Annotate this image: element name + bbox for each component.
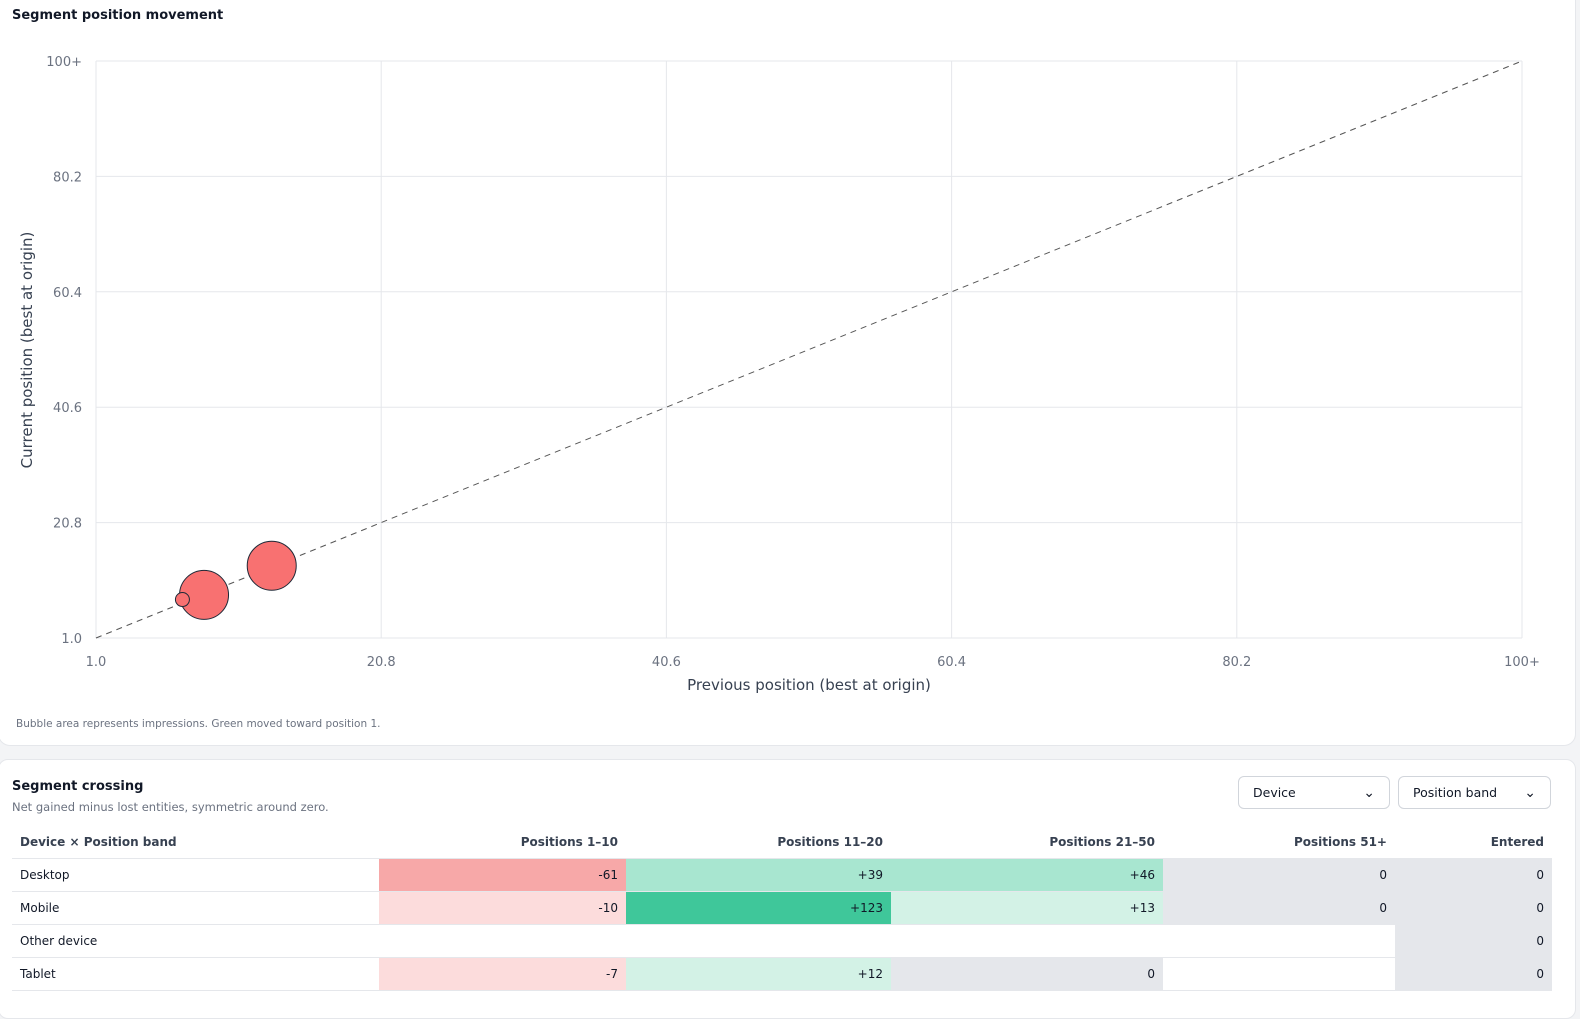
chevron-down-icon: ⌄: [1363, 784, 1375, 801]
table-card-title: Segment crossing: [12, 779, 144, 794]
table-row: Other device 0: [12, 924, 1552, 958]
table-cell: 0: [1395, 957, 1552, 991]
header-entered: Entered: [1395, 826, 1552, 859]
diagonal-reference-line: [95, 60, 1523, 639]
x-tick-labels: 1.0 20.8 40.6 60.4 80.2 100+: [86, 655, 1540, 670]
table-cell: +46: [891, 858, 1163, 892]
y-axis-label: Current position (best at origin): [18, 232, 36, 469]
x-tick-label: 40.6: [652, 655, 681, 670]
y-tick-labels: 1.0 20.8 40.6 60.4 80.2 100+: [46, 55, 82, 647]
table-row: Desktop -61 +39 +46 0 0: [12, 858, 1552, 892]
chart-card-title: Segment position movement: [12, 8, 224, 23]
table-cell: 0: [1395, 858, 1552, 892]
row-label: Desktop: [12, 858, 379, 892]
row-label: Mobile: [12, 891, 379, 925]
position-movement-card: Segment position movement 1.0 20.8 40.6 60.…: [0, 0, 1576, 746]
column-dimension-select[interactable]: Position band ⌄: [1398, 776, 1551, 809]
header-positions-11-20: Positions 11–20: [626, 826, 891, 859]
scatter-chart: 1.0 20.8 40.6 60.4 80.2 100+ 1.0 20.8 40.6 60.4 8…: [18, 55, 1540, 694]
x-axis-label: Previous position (best at origin): [687, 676, 931, 694]
table-header-row: Device × Position band Positions 1–10 Po…: [12, 826, 1552, 859]
table-cell: [1163, 924, 1395, 958]
x-tick-label: 80.2: [1222, 655, 1251, 670]
header-positions-21-50: Positions 21–50: [891, 826, 1163, 859]
header-device-band: Device × Position band: [12, 826, 379, 859]
segment-crossing-table: Device × Position band Positions 1–10 Po…: [12, 826, 1552, 991]
column-dimension-value: Position band: [1413, 785, 1498, 800]
row-dimension-value: Device: [1253, 785, 1296, 800]
y-tick-label: 60.4: [53, 286, 82, 301]
x-tick-label: 20.8: [367, 655, 396, 670]
x-tick-label: 60.4: [937, 655, 966, 670]
reference-line: [95, 60, 1523, 639]
table-cell: -7: [379, 957, 626, 991]
y-tick-label: 100+: [46, 55, 82, 70]
y-tick-label: 80.2: [53, 170, 82, 185]
y-tick-label: 20.8: [53, 517, 82, 532]
table-cell: [1163, 957, 1395, 991]
header-positions-51-plus: Positions 51+: [1163, 826, 1395, 859]
table-cell: [379, 924, 626, 958]
table-row: Mobile -10 +123 +13 0 0: [12, 891, 1552, 925]
table-cell: 0: [1395, 891, 1552, 925]
table-cell: [891, 924, 1163, 958]
bubble-point: [174, 592, 190, 608]
table-cell: 0: [1163, 891, 1395, 925]
row-dimension-select[interactable]: Device ⌄: [1238, 776, 1390, 809]
bubble-point: [246, 540, 297, 591]
table-cell: +13: [891, 891, 1163, 925]
chart-footnote: Bubble area represents impressions. Gree…: [16, 718, 381, 730]
table-cell: [626, 924, 891, 958]
table-cell: +123: [626, 891, 891, 925]
row-label: Other device: [12, 924, 379, 958]
x-tick-label: 1.0: [86, 655, 107, 670]
table-card-subtitle: Net gained minus lost entities, symmetri…: [12, 800, 329, 814]
table-cell: +12: [626, 957, 891, 991]
chart-points: [174, 540, 297, 620]
header-positions-1-10: Positions 1–10: [379, 826, 626, 859]
y-tick-label: 40.6: [53, 401, 82, 416]
table-cell: 0: [1163, 858, 1395, 892]
x-tick-label: 100+: [1504, 655, 1540, 670]
table-cell: -10: [379, 891, 626, 925]
table-row: Tablet -7 +12 0 0: [12, 957, 1552, 991]
table-cell: -61: [379, 858, 626, 892]
table-cell: +39: [626, 858, 891, 892]
table-cell: 0: [891, 957, 1163, 991]
table-cell: 0: [1395, 924, 1552, 958]
y-tick-label: 1.0: [61, 632, 82, 647]
chart-grid: [95, 60, 1523, 639]
row-label: Tablet: [12, 957, 379, 991]
segment-crossing-card: Segment crossing Net gained minus lost e…: [0, 759, 1576, 1019]
chevron-down-icon: ⌄: [1524, 784, 1536, 801]
